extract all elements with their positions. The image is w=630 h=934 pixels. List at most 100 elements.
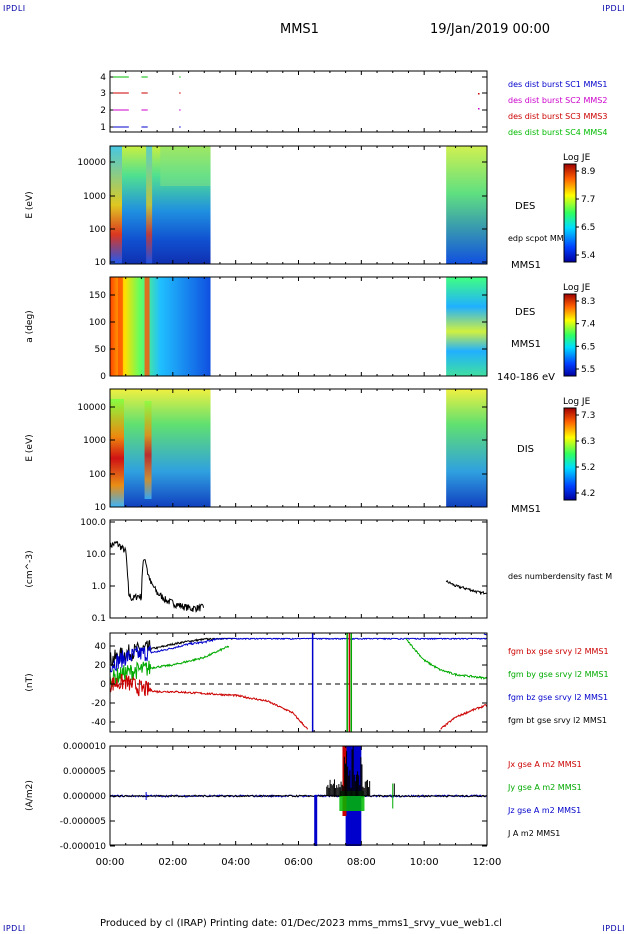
bfield-ytick--40: -40 xyxy=(91,718,106,728)
des-energy-ytick-100: 100 xyxy=(89,225,106,235)
dis-energy-spectrogram-block xyxy=(110,389,211,507)
timeline-legend-1: des dist burst SC1 MMS1 xyxy=(508,80,607,89)
dis-energy-hot-band xyxy=(144,401,152,499)
timeline-ytick-2: 2 xyxy=(100,106,106,116)
dis-energy-label-mms1: MMS1 xyxy=(511,504,541,515)
dis-energy-hot-band xyxy=(110,399,124,507)
des-pitch-spectrogram-block xyxy=(110,277,211,376)
x-axis-tick-label: 04:00 xyxy=(221,857,250,868)
current-ytick--0.000010: -0.000010 xyxy=(60,842,106,852)
current-legend-2: Jy gse A m2 MMS1 xyxy=(507,783,582,792)
dis-energy-ytick-10: 10 xyxy=(95,503,107,513)
des-energy-ytick-1000: 1000 xyxy=(83,192,106,202)
dis-energy-ytick-1000: 1000 xyxy=(83,436,106,446)
current-legend-3: Jz gse A m2 MMS1 xyxy=(507,806,581,815)
colorbar-3 xyxy=(563,407,577,501)
timeline-dot xyxy=(478,93,480,95)
corner-label-top-left: IPDLI xyxy=(3,4,26,13)
des-energy-hot-band xyxy=(146,146,153,264)
des-pitch-spectrogram-block xyxy=(446,277,487,376)
timeline-legend-4: des dist burst SC4 MMS4 xyxy=(508,128,607,137)
dis-energy-label-dis: DIS xyxy=(517,444,534,455)
corner-label-bottom-right: IPDLI xyxy=(602,924,625,933)
des-pitch-label-des: DES xyxy=(515,307,535,318)
des-pitch-ylabel: a (deg) xyxy=(25,310,35,342)
bfield-series-line xyxy=(440,704,488,730)
des-energy-ytick-10000: 10000 xyxy=(77,158,106,168)
des-energy-ylabel: E (eV) xyxy=(25,191,35,218)
colorbar-tick-label: 7.7 xyxy=(581,195,595,205)
x-axis-tick-label: 08:00 xyxy=(347,857,376,868)
des-energy-label-des: DES xyxy=(515,201,535,212)
current-ytick-0.000010: 0.000010 xyxy=(63,742,106,752)
current-ylabel: (A/m2) xyxy=(25,780,35,811)
timeline-legend-2: des dist burst SC2 MMS2 xyxy=(508,96,607,105)
bfield-series-line xyxy=(405,638,488,680)
colorbar-tick-label: 5.4 xyxy=(581,251,596,261)
des-pitch-label-energy: 140-186 eV xyxy=(497,372,555,383)
density-ytick-0.1: 0.1 xyxy=(92,614,106,624)
colorbar-tick-label: 4.2 xyxy=(581,489,595,499)
current-ytick-0.000005: 0.000005 xyxy=(63,767,106,777)
bfield-series-line xyxy=(109,637,488,673)
colorbar-title-1: Log JE xyxy=(563,153,591,163)
dis-energy-ytick-10000: 10000 xyxy=(77,403,106,413)
bfield-series-line xyxy=(109,645,230,687)
bfield-ytick-0: 0 xyxy=(100,680,106,690)
colorbar-tick-label: 8.9 xyxy=(581,167,596,177)
des-energy-ytick-10: 10 xyxy=(95,258,107,268)
bfield-legend-3: fgm bz gse srvy l2 MMS1 xyxy=(508,693,608,702)
dis-energy-spectrogram-block xyxy=(446,389,487,507)
des-pitch-ytick-50: 50 xyxy=(95,345,107,355)
corner-label-top-right: IPDLI xyxy=(602,4,625,13)
current-series-line xyxy=(109,794,488,798)
colorbar-tick-label: 5.5 xyxy=(581,365,595,375)
current-ytick--0.000005: -0.000005 xyxy=(60,817,106,827)
timeline-legend-3: des dist burst SC3 MMS3 xyxy=(508,112,607,121)
colorbar-tick-label: 8.3 xyxy=(581,297,595,307)
density-ytick-1.0: 1.0 xyxy=(92,582,107,592)
dis-energy-ytick-100: 100 xyxy=(89,470,106,480)
colorbar-title-3: Log JE xyxy=(563,397,591,407)
timeline-ytick-3: 3 xyxy=(100,89,106,99)
des-pitch-label-mms1: MMS1 xyxy=(511,339,541,350)
x-axis-tick-label: 06:00 xyxy=(284,857,313,868)
des-pitch-hot-band xyxy=(117,277,123,376)
density-series-line xyxy=(109,540,205,613)
density-ytick-10.0: 10.0 xyxy=(86,550,106,560)
density-series-line xyxy=(445,580,488,595)
colorbar-tick-label: 6.5 xyxy=(581,223,595,233)
des-energy-label-mms1: MMS1 xyxy=(511,260,541,271)
bfield-series-line xyxy=(109,673,308,730)
des-energy-green-band xyxy=(160,146,211,186)
bfield-frame xyxy=(109,632,488,733)
des-pitch-hot-band xyxy=(144,277,150,376)
des-energy-label-scpot: edp scpot MMS1 xyxy=(508,234,574,243)
timeline-dot xyxy=(478,108,480,110)
date-title: 19/Jan/2019 00:00 xyxy=(430,22,551,37)
colorbar-2 xyxy=(563,293,577,377)
colorbar-tick-label: 7.3 xyxy=(581,411,595,421)
x-axis-tick-label: 02:00 xyxy=(158,857,187,868)
bfield-ytick--20: -20 xyxy=(91,699,106,709)
x-axis-tick-label: 00:00 xyxy=(96,857,125,868)
current-legend-1: Jx gse A m2 MMS1 xyxy=(507,760,582,769)
des-pitch-ytick-0: 0 xyxy=(100,372,106,382)
density-frame xyxy=(109,519,488,619)
bfield-legend-4: fgm bt gse srvy l2 MMS1 xyxy=(508,716,607,725)
bfield-ytick-20: 20 xyxy=(95,661,107,671)
density-ylabel: (cm^-3) xyxy=(25,550,35,587)
bfield-legend-2: fgm by gse srvy l2 MMS1 xyxy=(508,670,609,679)
colorbar-tick-label: 7.4 xyxy=(581,320,596,330)
des-energy-spectrogram-block xyxy=(446,146,487,264)
colorbar-tick-label: 5.2 xyxy=(581,463,595,473)
timeline-frame xyxy=(109,70,488,133)
des-pitch-ytick-100: 100 xyxy=(89,318,106,328)
colorbar-tick-label: 6.5 xyxy=(581,342,595,352)
density-ytick-100.0: 100.0 xyxy=(80,518,106,528)
current-ytick-0.000000: 0.000000 xyxy=(63,792,106,802)
x-axis-tick-label: 10:00 xyxy=(410,857,439,868)
des-pitch-ytick-150: 150 xyxy=(89,291,106,301)
current-burst-spike xyxy=(314,795,318,846)
